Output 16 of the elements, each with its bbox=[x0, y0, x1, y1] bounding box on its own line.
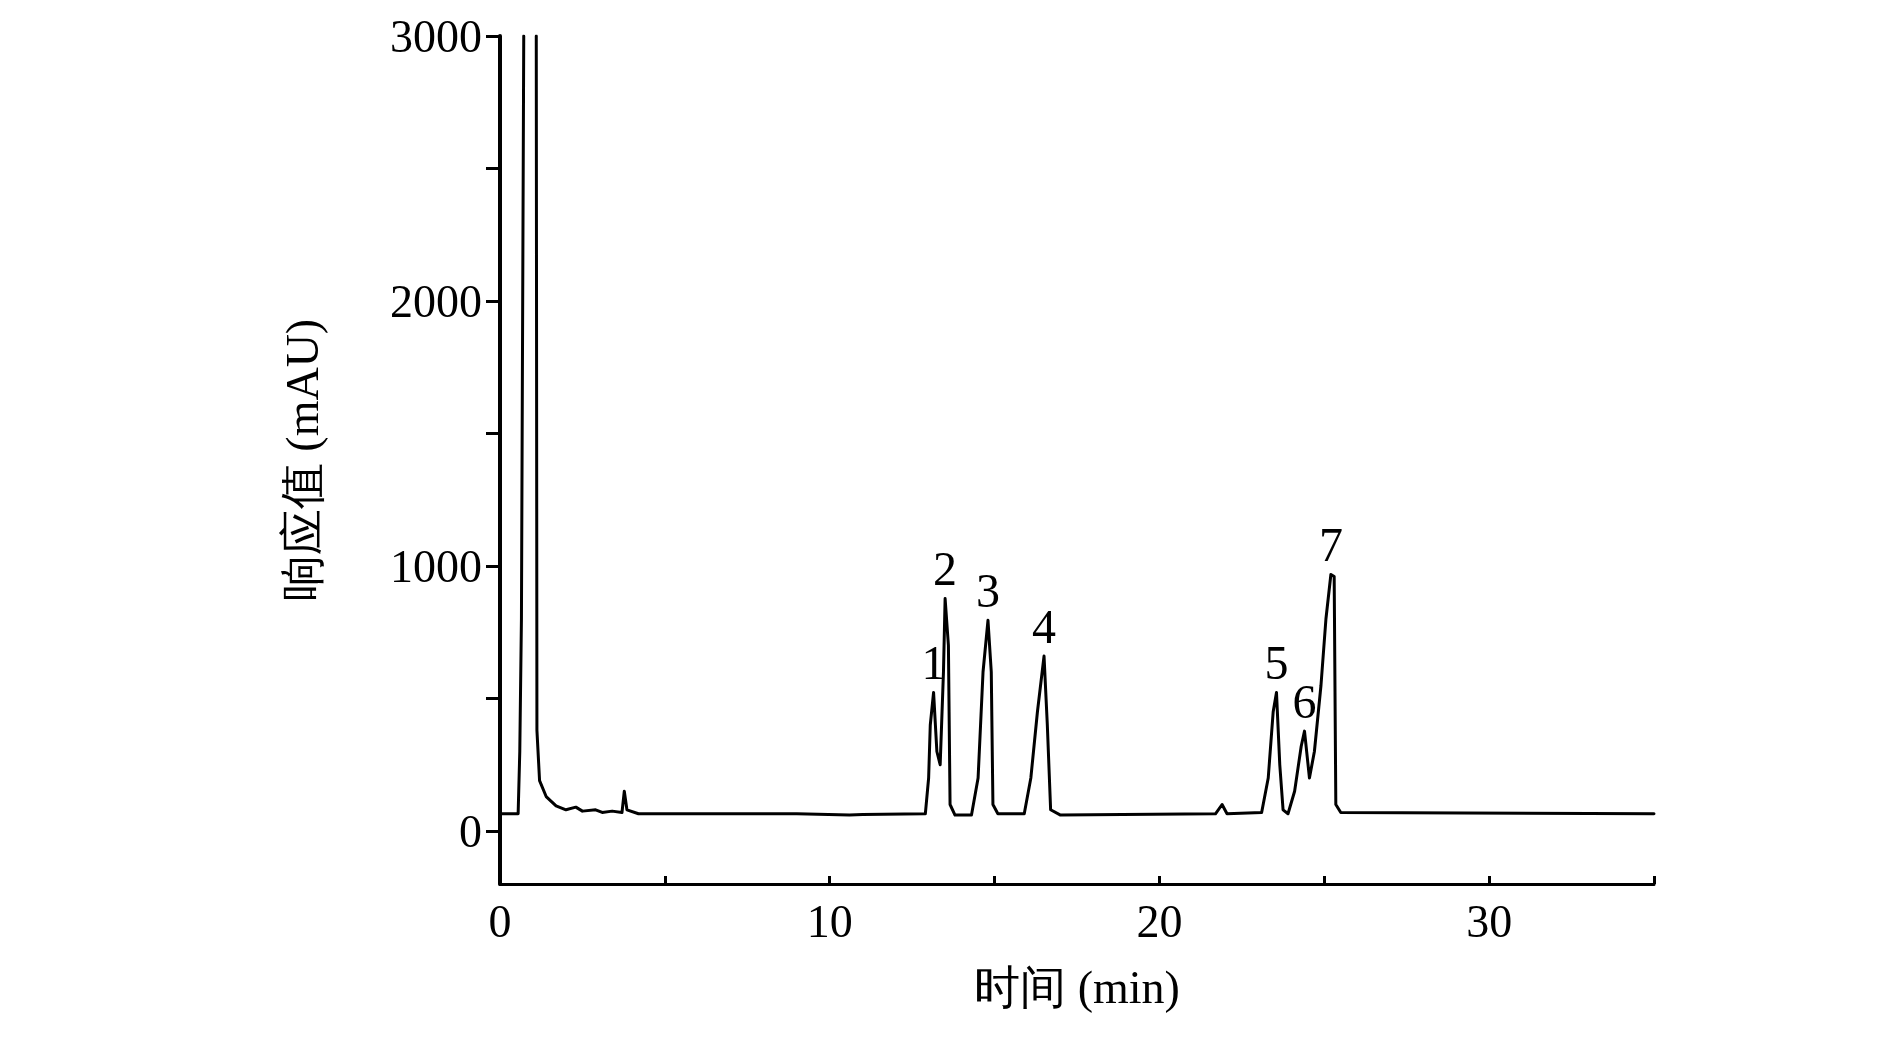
y-tick-label: 0 bbox=[459, 805, 482, 857]
y-axis-title: 响应值 (mAU) bbox=[276, 318, 328, 602]
x-axis-title: 时间 (min) bbox=[974, 961, 1180, 1013]
annotation: 3 bbox=[975, 563, 1000, 617]
x-tick-label: 30 bbox=[1466, 895, 1513, 947]
annotation: 7 bbox=[1318, 517, 1343, 571]
annotation: 5 bbox=[1264, 635, 1289, 689]
y-tick-label: 2000 bbox=[390, 275, 482, 327]
annotation: 6 bbox=[1292, 674, 1317, 728]
annotation: 1 bbox=[921, 635, 946, 689]
y-tick-label: 3000 bbox=[390, 10, 482, 62]
x-tick-label: 10 bbox=[806, 895, 853, 947]
y-tick-label: 1000 bbox=[390, 540, 482, 592]
annotation: 4 bbox=[1032, 599, 1057, 653]
annotation: 2 bbox=[933, 542, 958, 596]
x-tick-label: 20 bbox=[1136, 895, 1183, 947]
